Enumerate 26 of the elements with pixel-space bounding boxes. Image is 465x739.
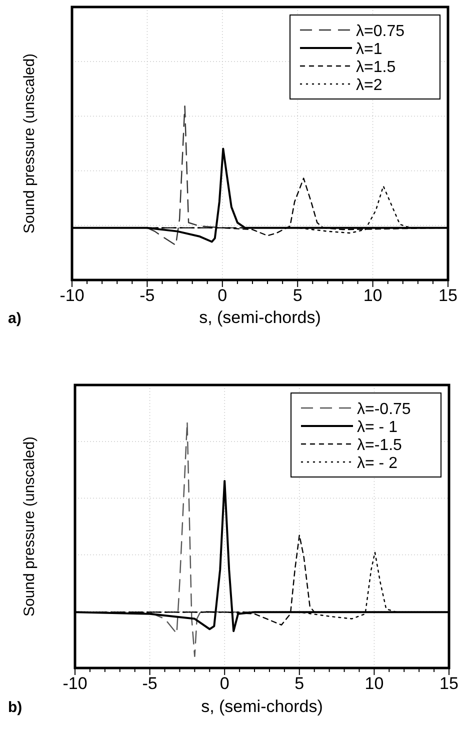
x-axis-title: s, (semi-chords) [201, 697, 323, 716]
legend-label: λ= - 1 [357, 419, 398, 436]
x-tick-label: -5 [140, 286, 155, 305]
x-tick-label: 5 [292, 286, 302, 305]
x-tick-label: 10 [364, 674, 384, 693]
x-tick-label: 0 [220, 674, 230, 693]
x-axis-title: s, (semi-chords) [199, 308, 321, 327]
legend-label: λ=1 [356, 41, 382, 58]
y-axis-title: Sound pressure (unscaled) [21, 436, 38, 617]
x-tick-label: -10 [62, 674, 88, 693]
text: a) [8, 310, 22, 327]
x-tick-label: -5 [142, 674, 158, 693]
y-axis-title: Sound pressure (unscaled) [21, 53, 38, 234]
legend-label: λ=2 [356, 77, 382, 94]
x-tick-label: 15 [440, 674, 458, 693]
x-tick-label: 15 [438, 286, 458, 305]
legend-label: λ=-0.75 [357, 401, 411, 418]
text: b) [8, 699, 22, 716]
legend-label: λ=1.5 [356, 59, 396, 76]
x-tick-label: -10 [60, 286, 84, 305]
legend-label: λ=-1.5 [357, 437, 402, 454]
legend-label: λ=0.75 [356, 23, 405, 40]
x-tick-label: 0 [218, 286, 228, 305]
legend-label: λ= - 2 [357, 455, 398, 472]
x-tick-label: 10 [363, 286, 382, 305]
x-tick-label: 5 [294, 674, 304, 693]
